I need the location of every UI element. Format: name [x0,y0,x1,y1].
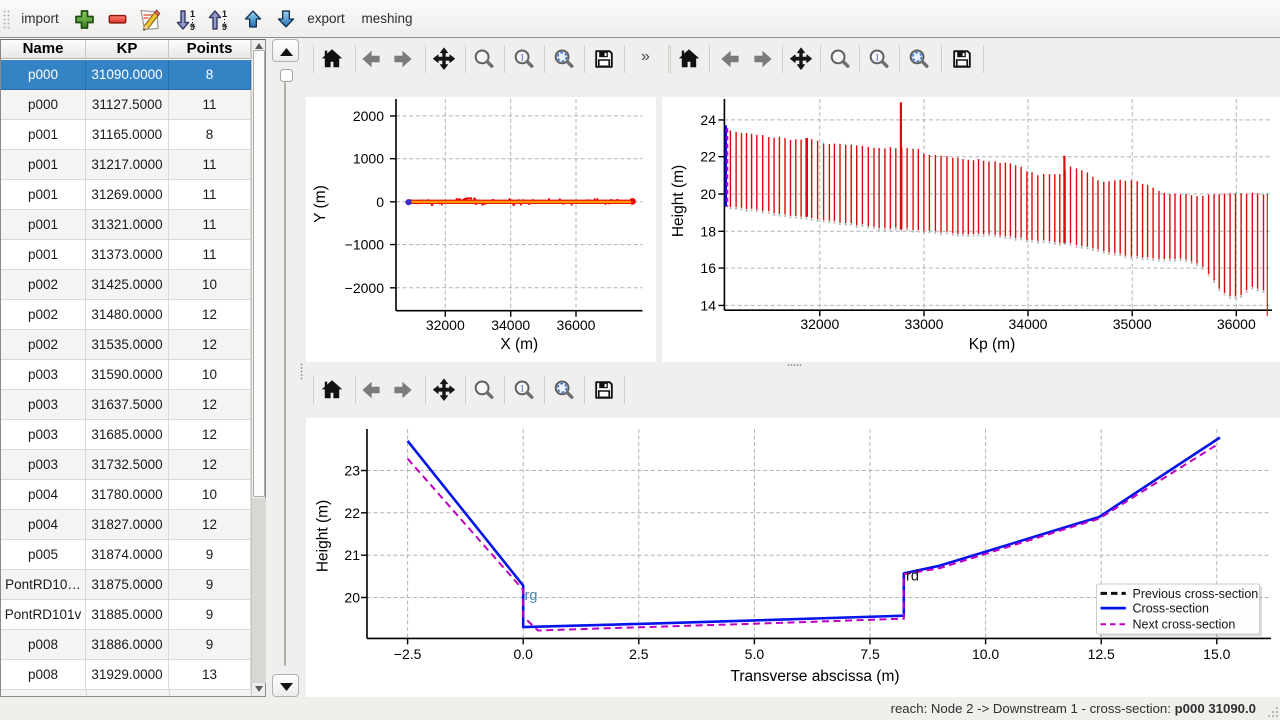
svg-text:16: 16 [700,260,716,276]
svg-text:Cross-section: Cross-section [1133,602,1209,616]
svg-text:5.0: 5.0 [745,646,765,662]
svg-text:−2.5: −2.5 [394,646,422,662]
svg-text:32000: 32000 [800,316,839,332]
svg-text:18: 18 [700,223,716,239]
svg-text:Height (m): Height (m) [315,500,332,572]
svg-text:1: 1 [222,9,227,19]
svg-text:Previous cross-section: Previous cross-section [1133,587,1259,601]
svg-text:20: 20 [344,590,360,606]
svg-text:34000: 34000 [491,317,530,333]
svg-text:33000: 33000 [905,316,944,332]
svg-text:rd: rd [906,569,919,585]
svg-text:32000: 32000 [426,317,465,333]
svg-text:Height (m): Height (m) [670,165,687,237]
svg-text:22: 22 [700,149,716,165]
svg-text:Transverse abscissa (m): Transverse abscissa (m) [730,668,899,685]
svg-text:2.5: 2.5 [629,646,649,662]
svg-text:15.0: 15.0 [1203,646,1230,662]
svg-text:7.5: 7.5 [860,646,880,662]
svg-text:14: 14 [700,297,716,313]
svg-text:23: 23 [344,463,360,479]
svg-text:Y (m): Y (m) [312,185,329,223]
svg-text:12.5: 12.5 [1088,646,1115,662]
svg-text:24: 24 [700,112,716,128]
svg-text:34000: 34000 [1009,316,1048,332]
svg-text:22: 22 [344,505,360,521]
svg-text:35000: 35000 [1113,316,1152,332]
svg-text:36000: 36000 [557,317,596,333]
svg-text:1: 1 [190,9,195,19]
svg-text:9: 9 [190,22,195,32]
svg-text:9: 9 [222,22,227,32]
svg-text:1000: 1000 [353,151,384,167]
svg-text:rg: rg [525,588,538,604]
svg-text:0: 0 [376,194,384,210]
svg-text:X (m): X (m) [500,336,538,353]
svg-text:36000: 36000 [1217,316,1256,332]
svg-text:1: 1 [520,54,525,64]
svg-text:2000: 2000 [353,108,384,124]
svg-text:−2000: −2000 [345,280,385,296]
svg-text:21: 21 [344,547,360,563]
svg-text:−1000: −1000 [345,237,385,253]
svg-text:10.0: 10.0 [972,646,999,662]
svg-text:Next cross-section: Next cross-section [1133,618,1236,632]
svg-text:1: 1 [874,54,879,64]
svg-text:20: 20 [700,186,716,202]
svg-text:Kp (m): Kp (m) [969,336,1016,353]
svg-text:0.0: 0.0 [513,646,533,662]
svg-text:1: 1 [520,385,525,395]
